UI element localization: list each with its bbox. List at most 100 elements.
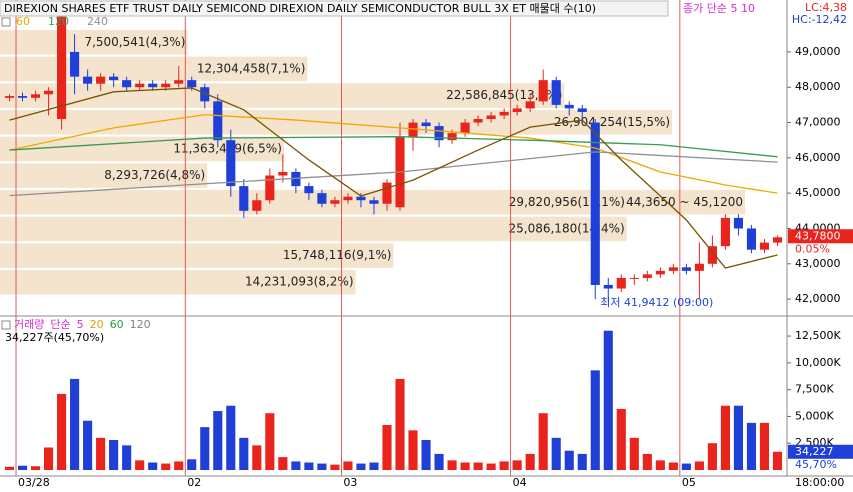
volume-bar (343, 461, 353, 470)
volume-bar (369, 462, 379, 470)
volume-bar (538, 413, 548, 470)
candle-body (96, 76, 106, 84)
candle-body (148, 83, 158, 88)
y-tick-label: 46,0000 (795, 151, 841, 164)
candle-body (538, 80, 548, 102)
volume-bar (525, 453, 535, 470)
volume-bar (200, 427, 210, 470)
x-tick-label: 02 (187, 476, 201, 489)
x-tick-label: 03/28 (18, 476, 50, 489)
legend-entry: 5 (77, 318, 84, 331)
x-tick-label: 04 (513, 476, 527, 489)
candle-body (772, 237, 783, 243)
profile-label: 22,586,845(13,0%) (446, 88, 562, 102)
candle-body (265, 175, 275, 201)
volume-bar (278, 457, 288, 470)
volume-bar (473, 462, 483, 470)
candle-body (4, 96, 15, 98)
volume-bar (603, 330, 613, 470)
volume-bar (434, 453, 444, 470)
volume-bar (694, 461, 704, 470)
legend-box (1, 17, 11, 27)
y-tick-label: 47,0000 (795, 116, 841, 129)
volume-bar (655, 460, 665, 470)
candle-body (135, 83, 145, 88)
profile-range: 44,3650 ~ 45,1200 (626, 195, 743, 209)
candle-body (343, 196, 353, 201)
candle-body (616, 277, 626, 289)
volume-bar (577, 453, 587, 470)
volume-bar (252, 445, 262, 470)
volume-bar (382, 425, 392, 470)
candle-body (44, 90, 54, 95)
volume-bar (135, 460, 145, 470)
volume-bar (213, 411, 223, 470)
low-marker: 최저 41,9412 (09:00) (600, 296, 713, 309)
volume-bar (642, 453, 652, 470)
legend-entry: 거래량 (14, 318, 44, 331)
y-tick-label: 45,0000 (795, 186, 841, 199)
ma-line (9, 114, 778, 194)
profile-bar (0, 109, 673, 135)
volume-bar (44, 447, 54, 470)
profile-bar (0, 83, 565, 108)
candle-body (122, 80, 132, 88)
candle-body (30, 94, 41, 98)
candle-body (57, 16, 67, 120)
change-label: 0.05% (795, 242, 830, 255)
candle-body (694, 263, 704, 271)
profile-label: 7,500,541(4,3%) (84, 35, 185, 49)
volume-bar (239, 437, 249, 470)
candle-body (707, 246, 717, 264)
title-bar (0, 0, 669, 17)
candle-body (304, 186, 314, 194)
candle-body (642, 274, 652, 278)
last-volume-label: 34,227 (795, 445, 834, 458)
volume-bar (57, 393, 67, 470)
volume-bar (590, 370, 600, 470)
candle-body (486, 115, 496, 120)
candle-body (187, 80, 197, 88)
legend-entry: 60 (16, 15, 30, 28)
volume-bar (148, 462, 158, 470)
volume-bar (17, 465, 28, 470)
hc-label: HC:-12,42 (792, 13, 847, 26)
candle-body (590, 122, 600, 285)
profile-bar (0, 29, 188, 55)
volume-bar (226, 405, 236, 470)
profile-label: 14,231,093(8,2%) (245, 275, 354, 289)
volume-bar (707, 443, 717, 470)
volume-bar (551, 437, 561, 470)
candle-body (17, 96, 28, 98)
profile-bar (0, 56, 308, 82)
volume-bar (421, 440, 431, 470)
ma-line (9, 87, 778, 269)
volume-bar (109, 440, 119, 470)
last-volume-box (788, 444, 853, 459)
volume-bar (681, 463, 691, 470)
candle-body (369, 200, 379, 204)
volume-bar (317, 463, 327, 470)
y-tick-label: 49,0000 (795, 45, 841, 58)
volume-bar (486, 463, 496, 470)
x-tick-label: 05 (682, 476, 696, 489)
volume-bar (759, 422, 770, 470)
volume-bar (161, 463, 171, 470)
volume-bar (512, 460, 522, 470)
volume-bar (96, 437, 106, 470)
candle-body (213, 101, 223, 141)
candle-body (655, 270, 665, 275)
y-tick-label: 12,500K (795, 329, 841, 342)
profile-bar (0, 136, 284, 162)
y-tick-label: 10,000K (795, 356, 841, 369)
volume-bar (720, 405, 730, 470)
candle-body (356, 196, 366, 201)
candle-body (70, 51, 80, 77)
y-tick-label: 5,000K (795, 409, 834, 422)
candle-body (226, 140, 236, 187)
ma-label: 종가 단순 5 10 (683, 2, 755, 15)
legend-entry: 240 (87, 15, 108, 28)
time-label: 18:00:00 (795, 476, 844, 489)
volume-bar (174, 461, 184, 470)
